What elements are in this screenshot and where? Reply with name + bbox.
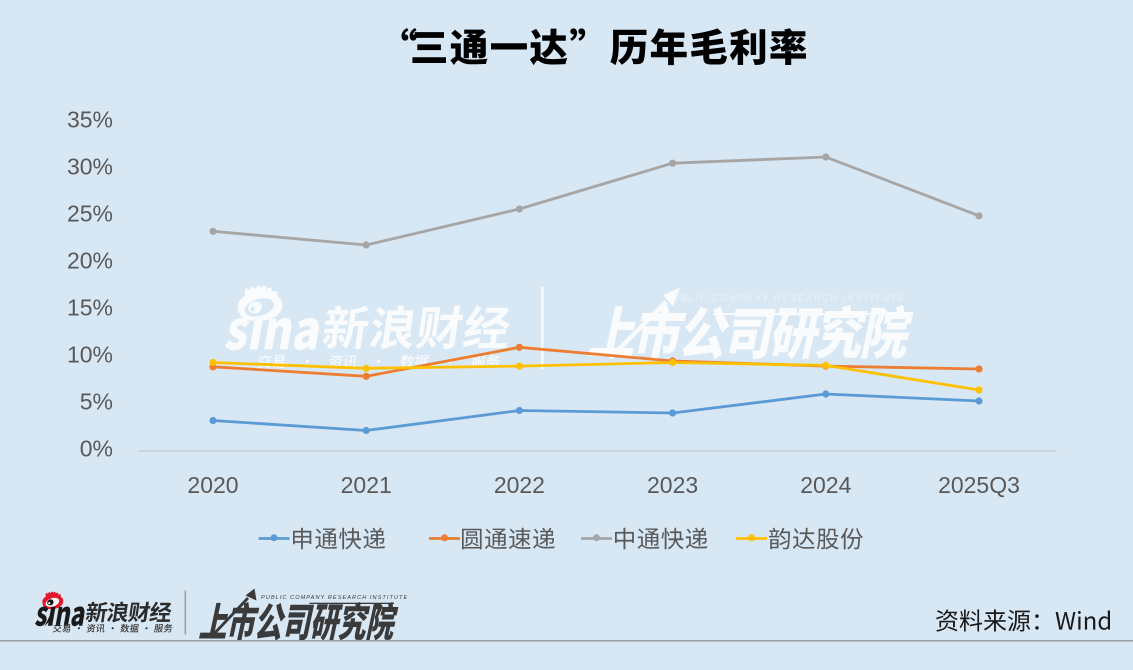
- svg-text:0%: 0%: [80, 436, 113, 462]
- svg-text:2024: 2024: [800, 472, 851, 498]
- svg-text:2020: 2020: [187, 472, 238, 498]
- svg-text:2023: 2023: [647, 472, 698, 498]
- svg-text:2022: 2022: [494, 472, 545, 498]
- svg-text:10%: 10%: [67, 342, 113, 368]
- svg-text:2025Q3: 2025Q3: [938, 472, 1020, 498]
- svg-text:30%: 30%: [67, 154, 113, 180]
- svg-text:PUBLIC COMPANY RESEARCH INSTIT: PUBLIC COMPANY RESEARCH INSTITUTE: [665, 293, 906, 303]
- svg-text:35%: 35%: [67, 107, 113, 133]
- svg-text:2021: 2021: [341, 472, 392, 498]
- svg-text:PUBLIC COMPANY RESEARCH INSTIT: PUBLIC COMPANY RESEARCH INSTITUTE: [261, 595, 408, 601]
- svg-text:20%: 20%: [67, 248, 113, 274]
- svg-text:25%: 25%: [67, 201, 113, 227]
- svg-text:5%: 5%: [80, 389, 113, 415]
- svg-text:15%: 15%: [67, 295, 113, 321]
